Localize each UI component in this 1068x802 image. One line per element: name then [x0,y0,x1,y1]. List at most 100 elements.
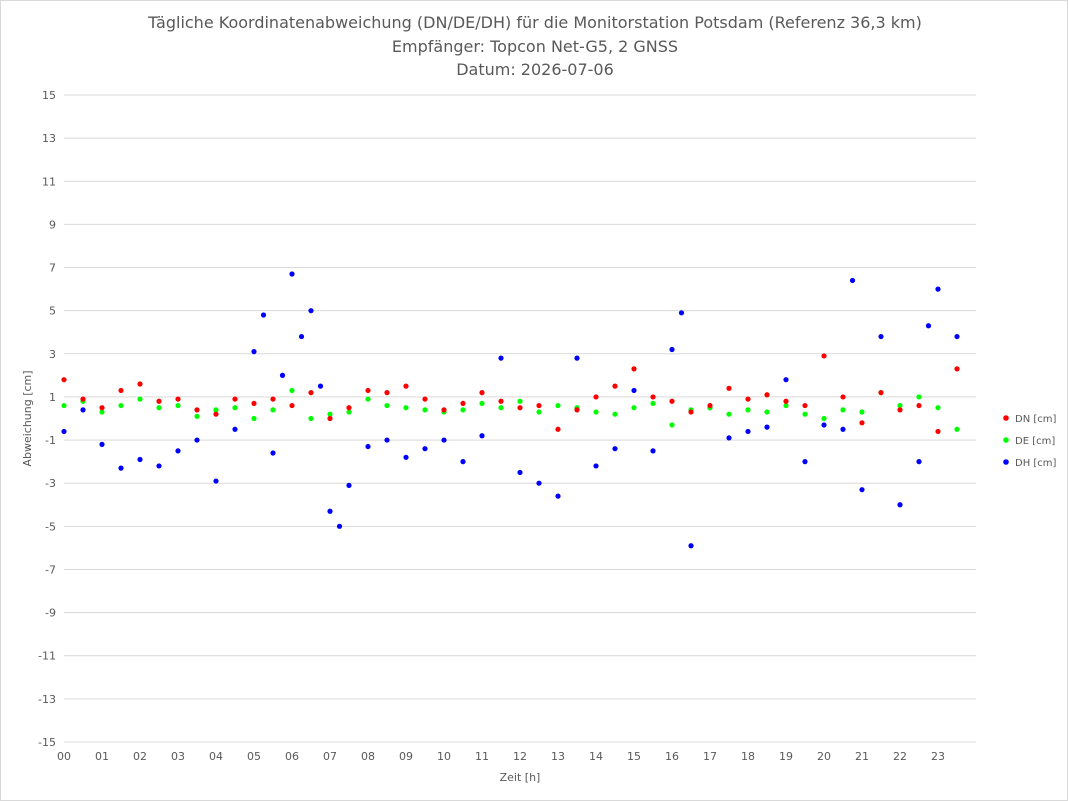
data-point-de [289,387,295,394]
data-point-dh [631,387,637,394]
y-tick-label: -11 [38,650,56,663]
data-point-de [99,409,105,415]
data-point-de [308,415,314,422]
data-point-de [365,396,371,402]
data-point-de [346,409,352,415]
data-point-dn [479,390,485,396]
data-point-dh [878,333,884,340]
x-tick-label: 15 [627,750,641,763]
y-tick-label: -15 [38,736,56,749]
data-point-dn [802,402,808,409]
data-point-dh [194,437,200,443]
x-tick-label: 19 [779,750,793,763]
data-point-dh [897,502,903,508]
x-tick-label: 11 [475,750,489,763]
data-point-dn [916,402,922,409]
data-point-de [745,407,751,413]
data-point-dn [612,383,618,389]
data-point-dn [783,398,789,404]
x-tick-label: 21 [855,750,869,763]
data-point-de [631,405,637,411]
data-point-dn [194,407,200,413]
data-point-dn [574,407,580,413]
x-tick-label: 02 [133,750,147,763]
data-point-dn [403,383,409,389]
data-point-de [403,405,409,411]
data-point-de [498,405,504,411]
data-point-dh [916,459,922,465]
data-point-dh [403,454,409,460]
legend-marker-de [1003,437,1009,443]
data-point-dn [289,402,295,409]
data-point-dn [80,396,86,402]
y-tick-label: 11 [42,175,56,188]
y-tick-label: -1 [45,434,56,447]
data-point-de [935,405,941,411]
data-point-dn [441,407,447,413]
data-point-dn [118,387,124,394]
data-point-dh [175,448,181,454]
data-point-dn [156,398,162,404]
y-tick-label: 15 [42,89,56,102]
data-point-dn [346,405,352,411]
data-point-dh [849,277,856,284]
data-point-de [612,411,618,417]
data-point-dh [925,323,932,329]
data-point-dh [840,426,846,432]
y-tick-label: 7 [49,262,56,275]
y-tick-label: -5 [45,520,56,533]
data-point-de [650,400,656,407]
data-point-dh [954,333,960,340]
data-point-dn [859,420,865,426]
data-point-dn [232,396,238,402]
x-tick-label: 04 [209,750,223,763]
data-point-dn [365,387,371,394]
legend-marker-dh [1003,459,1009,465]
y-tick-label: 1 [49,391,56,404]
y-tick-label: 5 [49,305,56,318]
data-point-dh [422,446,428,452]
data-point-de [859,409,865,415]
data-point-de [213,407,219,413]
data-point-dn [460,400,466,407]
data-point-de [593,409,599,415]
data-point-dh [298,333,305,340]
x-tick-label: 07 [323,750,337,763]
data-point-dh [441,437,447,443]
data-point-dh [650,448,656,454]
data-point-dn [517,405,523,411]
data-point-de [479,400,485,407]
data-point-dn [669,398,675,404]
data-point-dh [346,482,352,488]
data-point-dh [802,459,808,465]
data-point-dh [279,372,286,378]
x-tick-label: 18 [741,750,755,763]
data-point-dh [745,428,751,435]
data-point-dn [840,394,846,400]
data-point-dh [327,508,333,514]
data-point-dn [99,405,105,411]
x-tick-label: 01 [95,750,109,763]
data-point-dh [365,443,371,450]
data-point-de [422,407,428,413]
data-point-de [156,405,162,411]
data-point-dn [935,428,941,435]
x-axis-label: Zeit [h] [500,771,541,784]
data-point-dh [251,349,257,355]
x-tick-label: 06 [285,750,299,763]
data-point-de [897,402,903,409]
data-point-dh [336,523,343,529]
data-point-dn [688,409,694,415]
x-tick-label: 09 [399,750,413,763]
data-point-dn [327,415,333,422]
y-tick-label: -3 [45,477,56,490]
data-point-dh [536,480,542,486]
data-point-dh [232,426,238,432]
y-tick-label: 3 [49,348,56,361]
x-tick-label: 16 [665,750,679,763]
data-point-dn [536,402,542,409]
data-point-dh [517,469,523,476]
x-tick-label: 03 [171,750,185,763]
data-point-de [954,426,960,432]
